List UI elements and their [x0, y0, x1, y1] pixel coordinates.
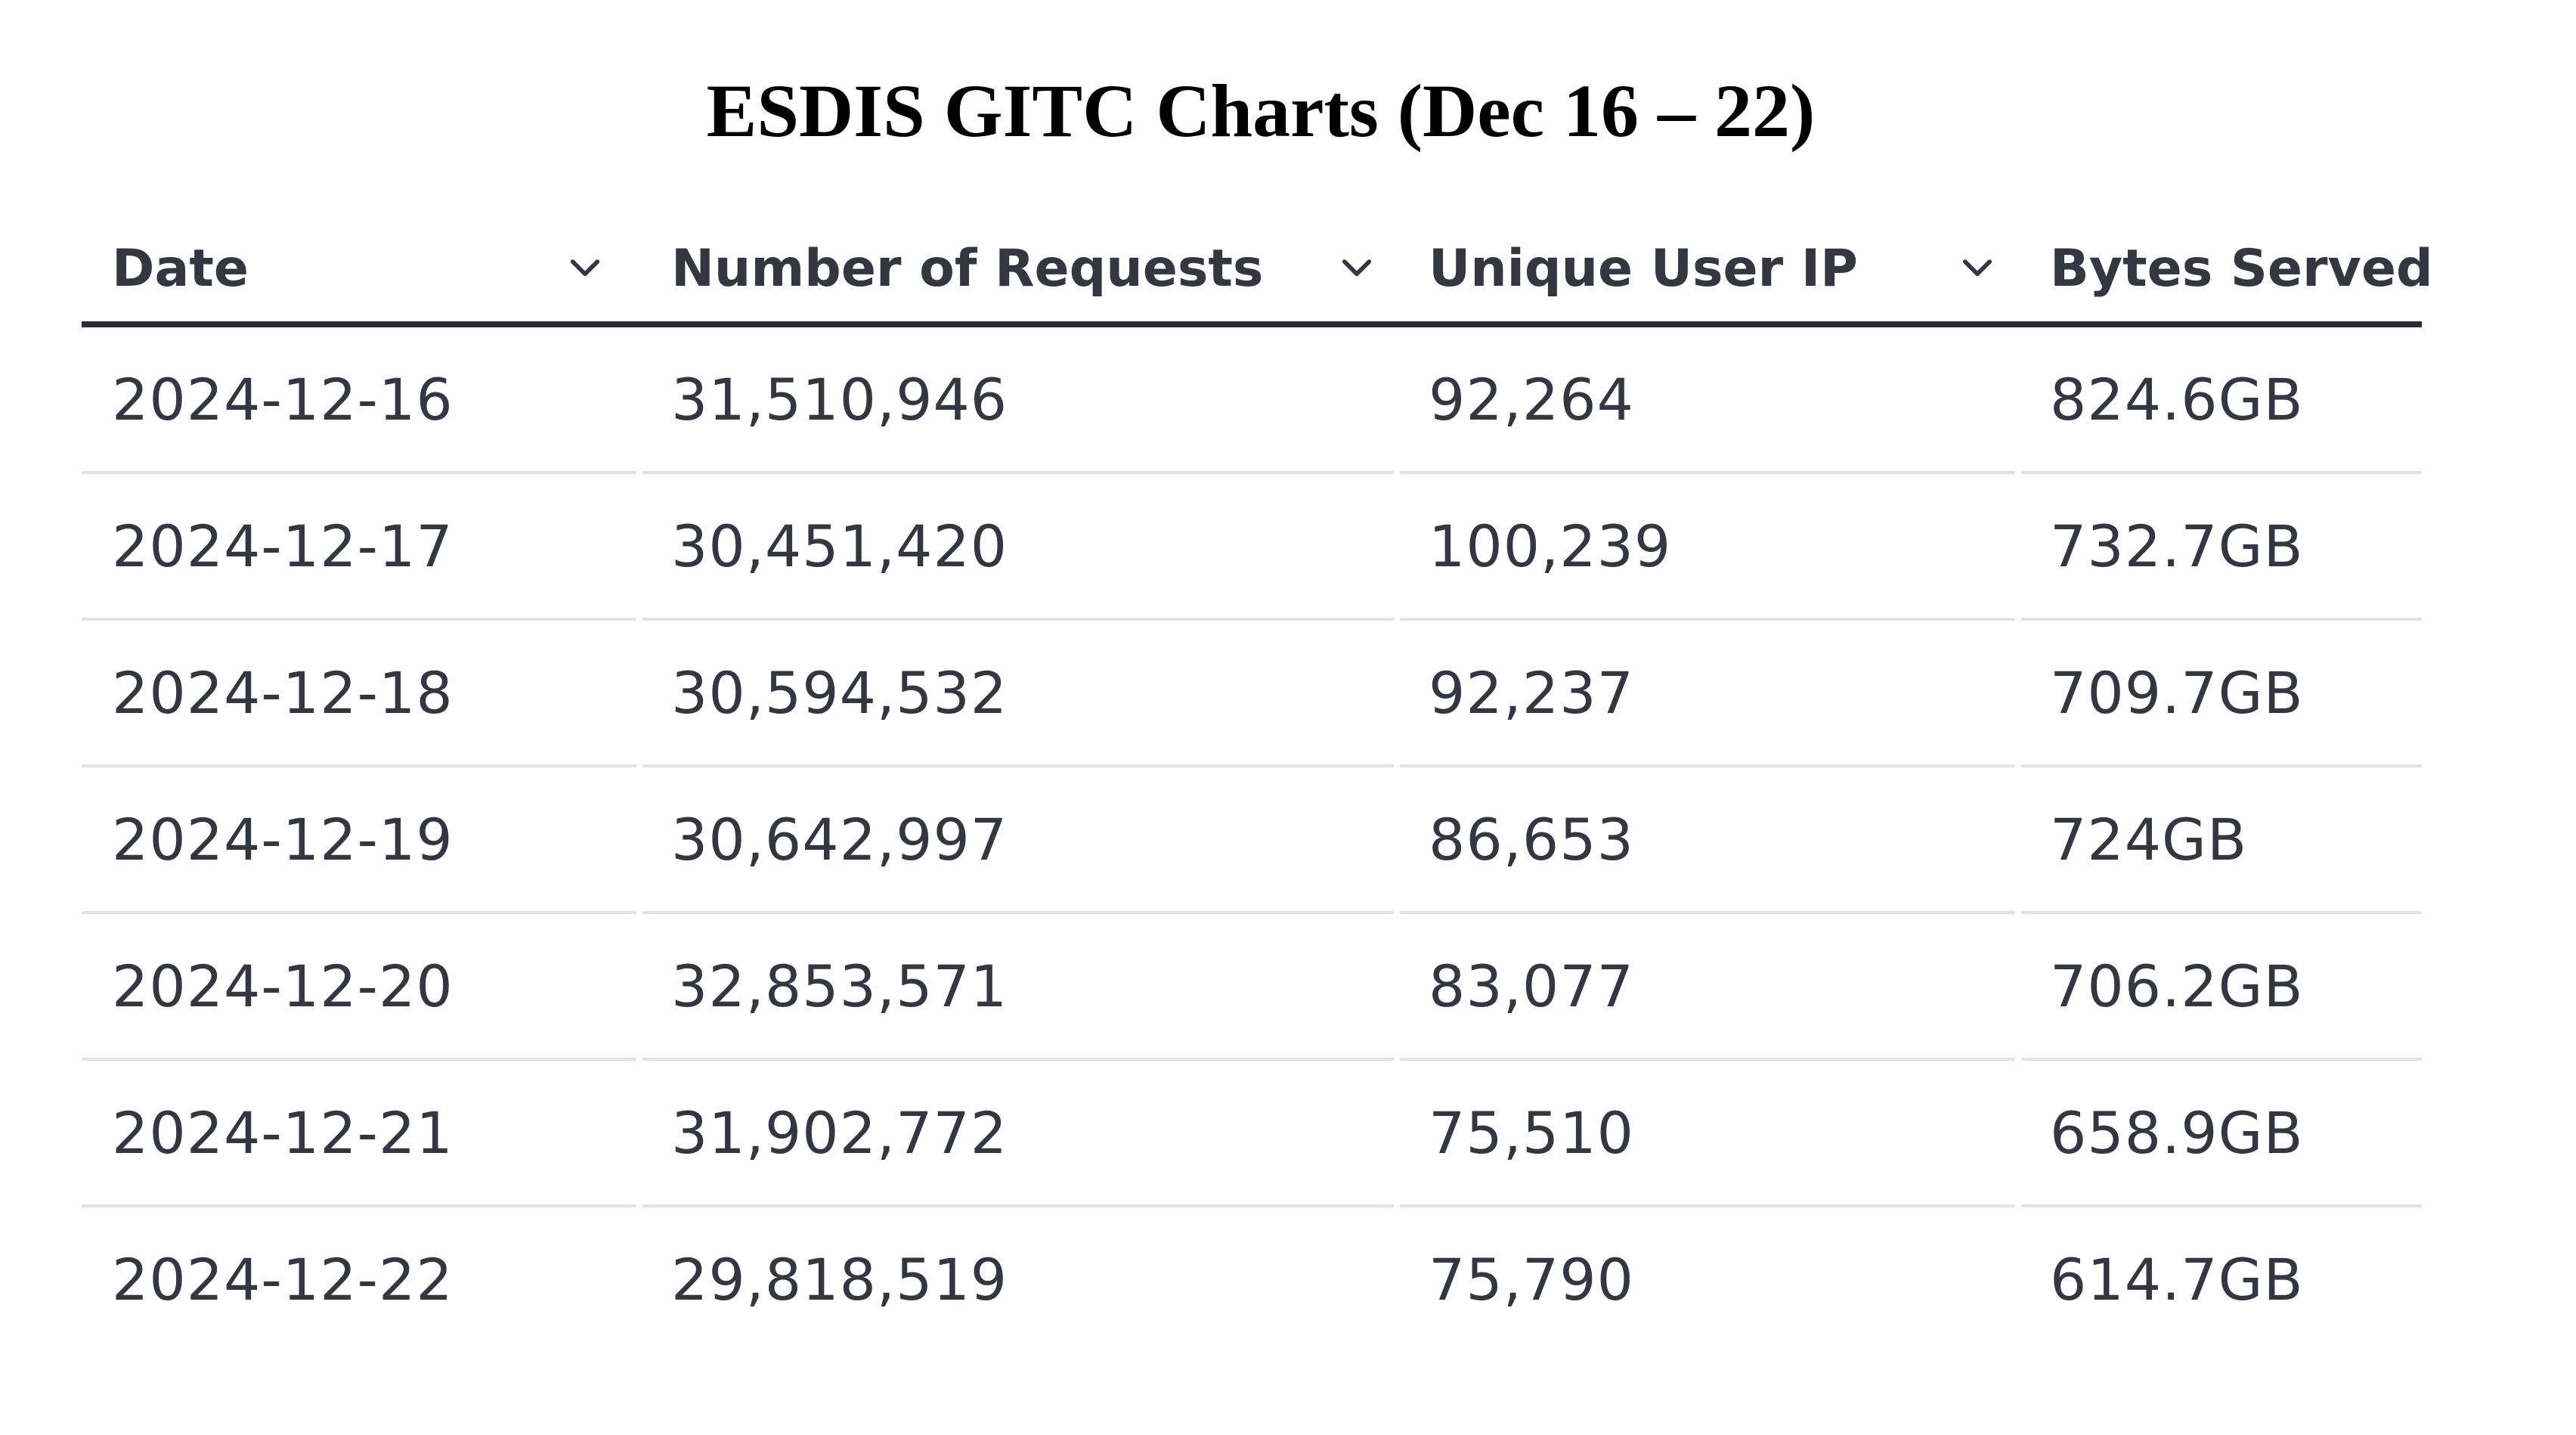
table-row: 2024-12-21 31,902,772 75,510 658.9GB — [82, 1061, 2422, 1207]
table-row: 2024-12-16 31,510,946 92,264 824.6GB — [82, 327, 2422, 474]
column-gap — [636, 471, 642, 474]
cell-bytes-served: 732.7GB — [2050, 512, 2304, 580]
cell-date: 2024-12-19 — [112, 805, 454, 873]
column-header-bytes-served[interactable]: Bytes Served — [2050, 215, 2433, 321]
column-header-label: Date — [112, 238, 249, 299]
column-gap — [636, 911, 642, 914]
table-row: 2024-12-17 30,451,420 100,239 732.7GB — [82, 474, 2422, 621]
cell-unique-user-ip: 75,790 — [1429, 1245, 1634, 1313]
row-divider — [82, 1204, 2422, 1207]
row-divider — [82, 911, 2422, 914]
column-header-unique-user-ip[interactable]: Unique User IP — [1429, 215, 1858, 321]
cell-bytes-served: 706.2GB — [2050, 952, 2304, 1020]
cell-unique-user-ip: 100,239 — [1429, 512, 1672, 580]
cell-bytes-served: 614.7GB — [2050, 1245, 2304, 1313]
cell-date: 2024-12-22 — [112, 1245, 454, 1313]
column-header-label: Bytes Served — [2050, 238, 2433, 299]
cell-bytes-served: 824.6GB — [2050, 365, 2304, 433]
cell-date: 2024-12-21 — [112, 1099, 454, 1167]
column-gap — [2015, 1058, 2021, 1061]
column-header-label: Unique User IP — [1429, 238, 1858, 299]
column-gap — [2015, 471, 2021, 474]
column-gap — [1394, 618, 1400, 621]
table-row: 2024-12-20 32,853,571 83,077 706.2GB — [82, 914, 2422, 1061]
row-divider — [82, 471, 2422, 474]
column-gap — [1394, 1204, 1400, 1207]
cell-number-of-requests: 32,853,571 — [671, 952, 1008, 1020]
table-header-row: Date Number of Requests Unique User IP B… — [82, 215, 2433, 327]
column-gap — [636, 1058, 642, 1061]
cell-number-of-requests: 31,510,946 — [671, 365, 1008, 433]
cell-bytes-served: 724GB — [2050, 805, 2248, 873]
cell-unique-user-ip: 83,077 — [1429, 952, 1634, 1020]
table-row: 2024-12-22 29,818,519 75,790 614.7GB — [82, 1207, 2422, 1354]
cell-number-of-requests: 29,818,519 — [671, 1245, 1008, 1313]
cell-date: 2024-12-17 — [112, 512, 454, 580]
column-gap — [2015, 1204, 2021, 1207]
chevron-down-icon[interactable] — [1327, 237, 1387, 297]
table-row: 2024-12-19 30,642,997 86,653 724GB — [82, 767, 2422, 914]
chevron-down-icon[interactable] — [1947, 237, 2008, 297]
cell-bytes-served: 709.7GB — [2050, 659, 2304, 727]
cell-bytes-served: 658.9GB — [2050, 1099, 2304, 1167]
column-header-number-of-requests[interactable]: Number of Requests — [671, 215, 1263, 321]
column-gap — [1394, 911, 1400, 914]
cell-unique-user-ip: 92,237 — [1429, 659, 1634, 727]
column-header-date[interactable]: Date — [112, 215, 249, 321]
cell-unique-user-ip: 92,264 — [1429, 365, 1634, 433]
chevron-down-icon[interactable] — [555, 237, 615, 297]
cell-date: 2024-12-16 — [112, 365, 454, 433]
column-gap — [636, 618, 642, 621]
cell-date: 2024-12-18 — [112, 659, 454, 727]
cell-number-of-requests: 30,594,532 — [671, 659, 1008, 727]
column-gap — [1394, 471, 1400, 474]
column-gap — [1394, 764, 1400, 767]
cell-unique-user-ip: 75,510 — [1429, 1099, 1634, 1167]
page-title: ESDIS GITC Charts (Dec 16 – 22) — [706, 69, 1816, 153]
column-gap — [2015, 764, 2021, 767]
table-row: 2024-12-18 30,594,532 92,237 709.7GB — [82, 621, 2422, 767]
column-gap — [636, 1204, 642, 1207]
column-gap — [2015, 911, 2021, 914]
column-gap — [2015, 618, 2021, 621]
data-table: Date Number of Requests Unique User IP B… — [82, 215, 2433, 1354]
cell-unique-user-ip: 86,653 — [1429, 805, 1634, 873]
column-header-label: Number of Requests — [671, 238, 1264, 299]
row-divider — [82, 764, 2422, 767]
column-gap — [1394, 1058, 1400, 1061]
row-divider — [82, 1058, 2422, 1061]
row-divider — [82, 618, 2422, 621]
cell-number-of-requests: 30,451,420 — [671, 512, 1008, 580]
cell-number-of-requests: 30,642,997 — [671, 805, 1008, 873]
cell-date: 2024-12-20 — [112, 952, 454, 1020]
cell-number-of-requests: 31,902,772 — [671, 1099, 1008, 1167]
column-gap — [636, 764, 642, 767]
